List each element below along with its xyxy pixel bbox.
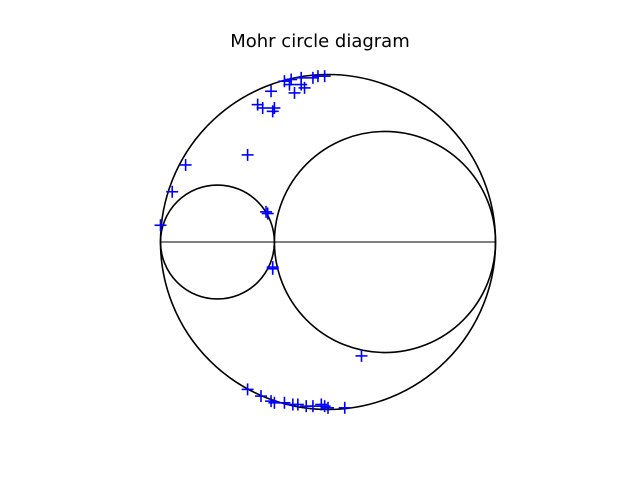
data-point	[256, 102, 269, 114]
chart-title: Mohr circle diagram	[230, 31, 410, 52]
data-point	[179, 158, 192, 171]
data-point	[338, 401, 351, 414]
data-point	[266, 262, 279, 275]
data-point	[251, 98, 264, 111]
data-point	[288, 86, 301, 99]
data-point	[241, 383, 254, 396]
data-point	[322, 401, 334, 414]
data-point	[278, 75, 291, 88]
data-point	[318, 70, 331, 83]
data-point	[291, 398, 304, 411]
data-point	[241, 148, 254, 161]
data-point	[261, 207, 274, 220]
data-point	[265, 85, 278, 98]
data-point	[295, 78, 308, 91]
data-point	[255, 390, 267, 403]
data-point	[260, 205, 273, 218]
data-point	[265, 395, 278, 408]
data-point	[306, 400, 319, 413]
data-point	[283, 78, 296, 91]
data-point	[266, 105, 279, 118]
data-point	[285, 73, 298, 86]
data-point	[318, 400, 331, 413]
data-point	[278, 396, 291, 409]
data-point	[298, 81, 311, 94]
points-layer	[154, 70, 368, 414]
data-point	[355, 349, 368, 362]
data-point	[154, 219, 167, 232]
data-point	[306, 71, 319, 84]
data-point	[166, 185, 179, 198]
data-point	[268, 396, 281, 409]
data-point	[268, 102, 281, 114]
